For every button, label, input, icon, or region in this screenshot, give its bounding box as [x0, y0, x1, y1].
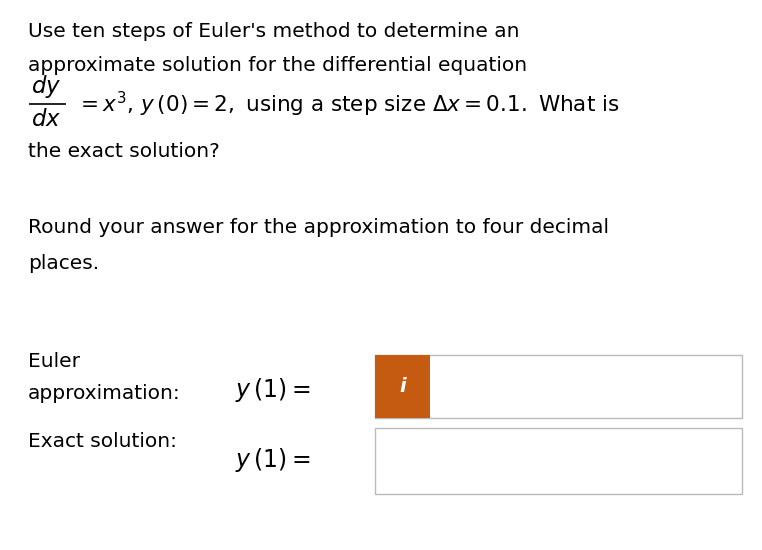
Text: the exact solution?: the exact solution? [28, 142, 219, 161]
Text: $dx$: $dx$ [31, 108, 61, 131]
Text: approximation:: approximation: [28, 384, 181, 403]
Text: i: i [399, 377, 406, 396]
Text: places.: places. [28, 254, 99, 273]
FancyBboxPatch shape [375, 355, 430, 418]
FancyBboxPatch shape [375, 355, 742, 418]
Text: Exact solution:: Exact solution: [28, 432, 177, 451]
Text: Euler: Euler [28, 352, 80, 371]
Text: approximate solution for the differential equation: approximate solution for the differentia… [28, 56, 527, 75]
Text: Use ten steps of Euler's method to determine an: Use ten steps of Euler's method to deter… [28, 22, 520, 41]
Text: $y\,(1) =$: $y\,(1) =$ [235, 376, 311, 404]
FancyBboxPatch shape [375, 428, 742, 494]
Text: Round your answer for the approximation to four decimal: Round your answer for the approximation … [28, 218, 609, 237]
Text: $dy$: $dy$ [30, 73, 61, 100]
Text: $= x^{3},\,y\,(0) = 2,$ using a step size $\Delta x = 0.1.$ What is: $= x^{3},\,y\,(0) = 2,$ using a step siz… [76, 90, 620, 119]
Text: $y\,(1) =$: $y\,(1) =$ [235, 446, 311, 474]
